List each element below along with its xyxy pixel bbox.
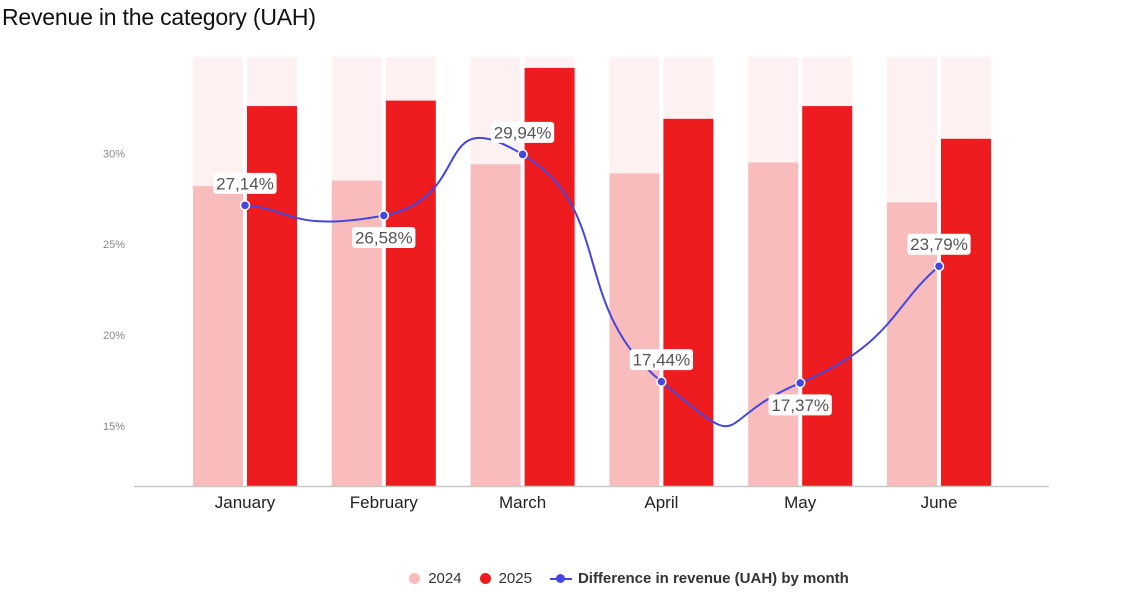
data-label: 23,79% — [910, 235, 968, 254]
x-tick-label: February — [350, 493, 419, 512]
legend-swatch-2025 — [479, 573, 491, 584]
x-tick-label: May — [784, 493, 817, 512]
difference-point[interactable] — [656, 376, 667, 387]
y-tick-label: 15% — [103, 421, 125, 433]
legend-item-difference[interactable]: Difference in revenue (UAH) by month — [549, 570, 849, 587]
difference-point[interactable] — [794, 377, 806, 389]
chart-legend: 2024 2025 Difference in revenue (UAH) by… — [0, 570, 1148, 587]
data-label: 29,94% — [494, 123, 552, 142]
bar-2025-june[interactable] — [941, 138, 991, 486]
bar-2025-april[interactable] — [663, 118, 714, 486]
legend-item-2025[interactable]: 2025 — [479, 570, 532, 587]
difference-point[interactable] — [933, 260, 945, 272]
y-tick-label: 25% — [103, 239, 125, 251]
data-label-box — [907, 233, 971, 255]
bar-2024-january[interactable] — [193, 186, 243, 487]
chart-title: Revenue in the category (UAH) — [2, 4, 316, 30]
data-label: 17,37% — [771, 396, 829, 415]
difference-point[interactable] — [239, 200, 251, 211]
legend-swatch-2024 — [409, 573, 421, 584]
x-tick-label: April — [644, 493, 678, 512]
legend-item-2024[interactable]: 2024 — [409, 570, 462, 587]
legend-label-2025: 2025 — [498, 570, 532, 587]
data-label-box — [491, 121, 555, 143]
legend-label-2024: 2024 — [428, 570, 462, 587]
data-label-box — [629, 349, 693, 371]
x-tick-label: June — [921, 493, 958, 512]
legend-swatch-difference — [549, 573, 572, 584]
bar-2024-february[interactable] — [331, 180, 382, 486]
y-tick-label: 30% — [103, 148, 125, 160]
legend-label-difference: Difference in revenue (UAH) by month — [577, 570, 849, 587]
data-label-box — [768, 394, 832, 416]
data-label: 26,58% — [355, 229, 413, 248]
difference-point[interactable] — [378, 210, 390, 221]
y-tick-label: 20% — [103, 330, 125, 342]
x-tick-label: March — [499, 493, 546, 512]
bar-2025-february[interactable] — [385, 100, 436, 486]
data-label-box — [213, 172, 277, 194]
data-label: 27,14% — [216, 174, 274, 193]
chart-canvas: 15% 20% 25% 30% January February March April May… — [103, 57, 1049, 512]
bar-2024-may[interactable] — [748, 162, 799, 487]
bar-2025-january[interactable] — [247, 106, 297, 486]
data-label: 17,44% — [633, 351, 691, 370]
bar-2025-may[interactable] — [802, 106, 853, 486]
x-tick-label: January — [215, 493, 276, 512]
difference-point[interactable] — [517, 149, 528, 160]
bar-2024-march[interactable] — [470, 164, 521, 486]
data-label-box — [352, 227, 416, 249]
